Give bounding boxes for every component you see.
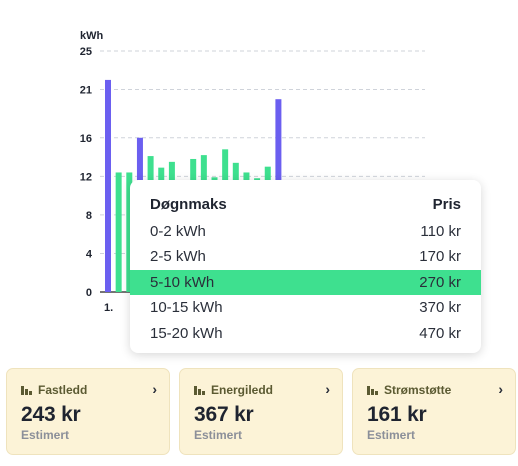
tier-price: 270 kr	[419, 273, 461, 291]
card-title: Fastledd	[38, 383, 88, 397]
bar[interactable]	[126, 172, 133, 292]
card-energiledd[interactable]: Energiledd › 367 kr Estimert	[179, 368, 343, 455]
bar-chart-icon	[367, 385, 379, 395]
card-title: Strømstøtte	[384, 383, 452, 397]
card-value: 243 kr	[21, 403, 81, 426]
tier-price: 170 kr	[419, 248, 461, 266]
card-subtitle: Estimert	[194, 428, 243, 442]
card-subtitle: Estimert	[21, 428, 70, 442]
tier-price: 110 kr	[420, 222, 461, 240]
tier-label: 2-5 kWh	[150, 248, 206, 266]
y-tick-label: 0	[86, 287, 92, 299]
card-fastledd[interactable]: Fastledd › 243 kr Estimert	[6, 368, 170, 455]
y-tick-label: 4	[86, 248, 93, 260]
tier-row-active: 5-10 kWh 270 kr	[130, 269, 481, 295]
popup-header-price: Pris	[432, 196, 461, 214]
tier-label: 10-15 kWh	[150, 299, 223, 317]
card-title: Energiledd	[211, 383, 274, 397]
popup-header: Døgnmaks Pris	[130, 192, 481, 218]
price-tier-popup: Døgnmaks Pris 0-2 kWh 110 kr 2-5 kWh 170…	[130, 180, 481, 353]
tier-row: 2-5 kWh 170 kr	[130, 244, 481, 270]
bar-chart-icon	[21, 385, 33, 395]
x-tick-label: 1.	[104, 302, 113, 314]
y-tick-label: 12	[80, 171, 92, 183]
tier-row: 15-20 kWh 470 kr	[130, 321, 481, 347]
popup-header-label: Døgnmaks	[150, 196, 227, 214]
card-value: 161 kr	[367, 403, 427, 426]
chevron-right-icon[interactable]: ›	[498, 381, 503, 397]
y-tick-label: 8	[86, 210, 92, 222]
tier-price: 470 kr	[419, 324, 461, 342]
bar[interactable]	[115, 172, 122, 292]
tier-label: 0-2 kWh	[150, 222, 206, 240]
y-tick-label: 25	[80, 46, 92, 58]
chevron-right-icon[interactable]: ›	[325, 381, 330, 397]
chevron-right-icon[interactable]: ›	[152, 381, 157, 397]
y-axis-label: kWh	[80, 30, 104, 42]
card-subtitle: Estimert	[367, 428, 416, 442]
bar-chart-icon	[194, 385, 206, 395]
tier-row: 0-2 kWh 110 kr	[130, 219, 481, 245]
tier-price: 370 kr	[419, 299, 461, 317]
y-tick-label: 21	[80, 85, 92, 97]
bar[interactable]	[105, 79, 111, 292]
summary-cards: Fastledd › 243 kr Estimert Energiledd › …	[6, 368, 516, 455]
tier-label: 5-10 kWh	[150, 273, 215, 291]
y-tick-label: 16	[80, 133, 92, 145]
card-value: 367 kr	[194, 403, 254, 426]
tier-row: 10-15 kWh 370 kr	[130, 295, 481, 321]
tier-label: 15-20 kWh	[150, 324, 223, 342]
card-stromstotte[interactable]: Strømstøtte › 161 kr Estimert	[352, 368, 516, 455]
